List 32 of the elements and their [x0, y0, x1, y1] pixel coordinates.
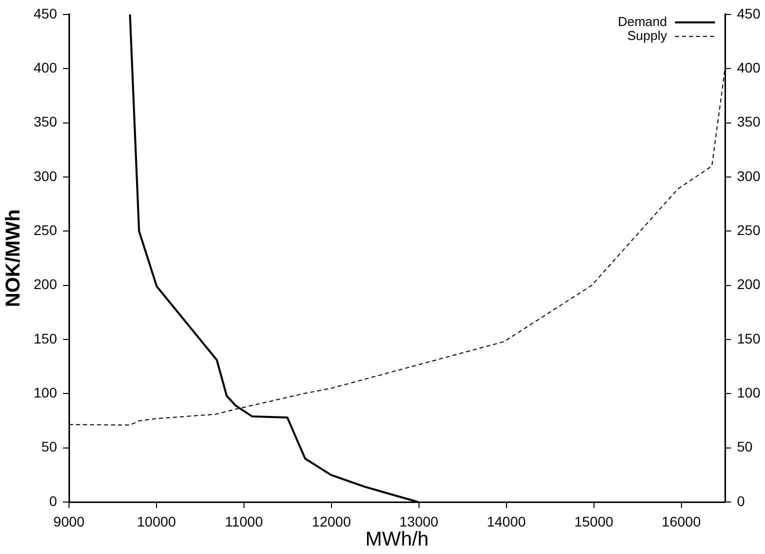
y-tick-label: 50	[41, 438, 58, 455]
x-tick-label: 13000	[399, 513, 439, 530]
y-tick-label: 350	[34, 114, 58, 130]
y2-tick-label: 450	[737, 5, 761, 22]
y-tick-label: 400	[34, 59, 58, 76]
y2-tick-label: 50	[737, 438, 753, 455]
legend-label: Supply	[627, 28, 668, 43]
x-tick-label: 14000	[486, 513, 526, 530]
x-tick-label: 15000	[574, 513, 614, 530]
y-tick-label: 150	[34, 330, 58, 346]
y2-tick-label: 150	[737, 330, 761, 346]
y-tick-label: 250	[34, 222, 58, 238]
y-axis-title: NOK/MWh	[2, 209, 25, 308]
x-tick-label: 16000	[662, 513, 701, 530]
y2-tick-label: 400	[737, 59, 761, 76]
x-tick-label: 9000	[53, 513, 85, 530]
y-tick-label: 0	[49, 492, 58, 509]
y2-tick-label: 250	[737, 222, 761, 238]
y2-tick-label: 350	[737, 114, 761, 130]
x-tick-label: 10000	[137, 513, 176, 530]
x-tick-label: 12000	[312, 513, 352, 530]
y2-tick-label: 100	[737, 384, 761, 401]
y2-tick-label: 300	[737, 168, 761, 184]
legend-label: Demand	[618, 14, 667, 29]
y-tick-label: 300	[34, 168, 58, 184]
y-tick-label: 200	[34, 276, 58, 292]
x-tick-label: 11000	[224, 513, 264, 530]
y2-tick-label: 0	[737, 492, 745, 509]
y-tick-label: 100	[34, 384, 58, 401]
y2-tick-label: 200	[737, 276, 761, 292]
x-axis-title: MWh/h	[365, 528, 429, 551]
y-tick-label: 450	[34, 5, 58, 22]
